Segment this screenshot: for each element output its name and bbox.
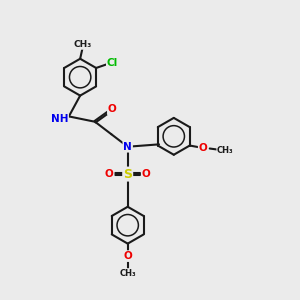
- Text: S: S: [123, 168, 132, 181]
- Text: O: O: [123, 251, 132, 261]
- Text: CH₃: CH₃: [119, 269, 136, 278]
- Text: O: O: [199, 143, 208, 153]
- Text: CH₃: CH₃: [217, 146, 234, 155]
- Text: CH₃: CH₃: [74, 40, 92, 49]
- Text: O: O: [108, 104, 117, 114]
- Text: O: O: [142, 169, 151, 179]
- Text: O: O: [105, 169, 114, 179]
- Text: NH: NH: [51, 114, 68, 124]
- Text: Cl: Cl: [107, 58, 118, 68]
- Text: N: N: [123, 142, 132, 152]
